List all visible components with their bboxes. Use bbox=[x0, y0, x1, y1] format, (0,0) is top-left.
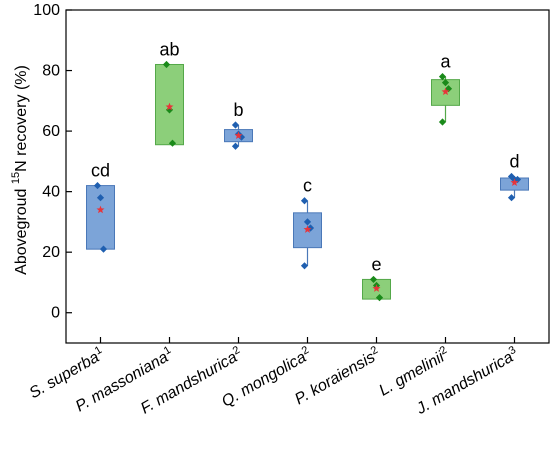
data-point bbox=[231, 142, 240, 150]
data-point bbox=[93, 181, 102, 190]
y-axis-label-part: Abovegroud bbox=[13, 184, 30, 275]
significance-label: e bbox=[371, 254, 381, 274]
data-point bbox=[375, 293, 384, 302]
data-point bbox=[168, 139, 177, 147]
category-superscript: 2 bbox=[438, 344, 449, 357]
y-tick-label: 40 bbox=[42, 184, 60, 201]
y-tick-label: 20 bbox=[42, 244, 60, 261]
data-point bbox=[162, 60, 171, 69]
significance-label: b bbox=[233, 100, 243, 120]
y-axis-label-superscript: 15 bbox=[10, 172, 22, 184]
data-point bbox=[507, 194, 516, 202]
mean-marker bbox=[510, 178, 519, 186]
significance-label: a bbox=[440, 52, 451, 72]
category-superscript: 1 bbox=[93, 344, 104, 357]
mean-marker bbox=[303, 225, 312, 233]
data-point bbox=[438, 73, 447, 81]
category-superscript: 3 bbox=[507, 344, 518, 357]
data-point bbox=[300, 262, 309, 270]
y-tick-label: 0 bbox=[51, 305, 60, 322]
y-axis-label: Abovegroud 15N recovery (%) bbox=[10, 65, 30, 275]
significance-label: cd bbox=[91, 161, 110, 181]
data-point bbox=[99, 245, 108, 253]
data-point bbox=[438, 118, 447, 126]
category-superscript: 2 bbox=[300, 344, 311, 357]
y-tick-label: 80 bbox=[42, 63, 60, 80]
mean-marker bbox=[441, 87, 450, 96]
mean-marker bbox=[96, 205, 105, 214]
data-point bbox=[303, 218, 312, 226]
mean-marker bbox=[234, 131, 243, 140]
category-superscript: 1 bbox=[162, 344, 173, 357]
y-tick-label: 100 bbox=[33, 2, 60, 19]
category-superscript: 2 bbox=[231, 344, 242, 357]
data-point bbox=[369, 275, 378, 284]
significance-label: ab bbox=[159, 39, 179, 59]
y-tick-label: 60 bbox=[42, 123, 60, 140]
mean-marker bbox=[372, 284, 381, 292]
mean-marker bbox=[165, 102, 174, 111]
significance-label: c bbox=[303, 176, 312, 196]
significance-label: d bbox=[509, 152, 519, 172]
box-group: cQ. mongolica2 bbox=[219, 176, 322, 411]
data-point bbox=[441, 79, 450, 87]
box-group: aL. gmelinii2 bbox=[376, 52, 460, 400]
data-point bbox=[300, 197, 309, 205]
category-superscript: 2 bbox=[369, 344, 380, 357]
box-group: cdS. superba1 bbox=[27, 161, 115, 402]
box-group: dJ. mandshurica3 bbox=[413, 152, 529, 418]
data-point bbox=[96, 194, 105, 202]
data-point bbox=[231, 121, 240, 129]
y-axis-label-part: N recovery (%) bbox=[13, 65, 30, 172]
